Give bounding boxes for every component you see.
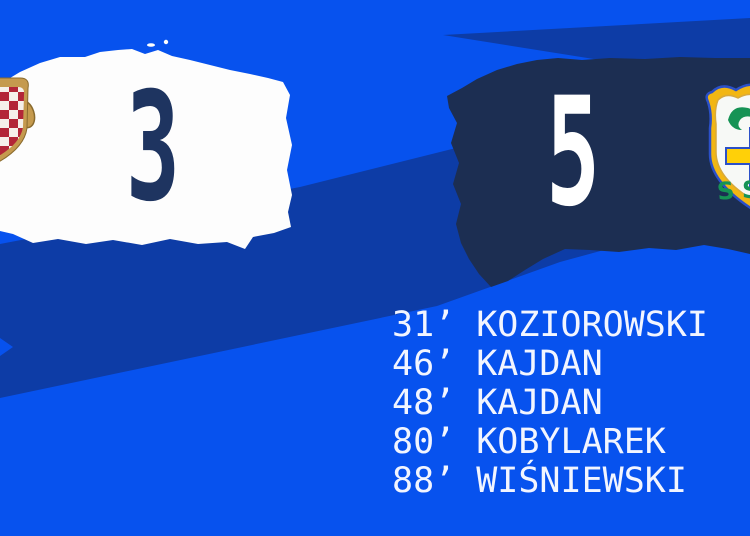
svg-text:S: S xyxy=(742,176,750,204)
stripe-notch xyxy=(0,338,13,356)
scorer-minute: 48’ xyxy=(392,383,456,423)
scorer-player: WIŚNIEWSKI xyxy=(476,461,687,501)
scorer-row: 88’ WIŚNIEWSKI xyxy=(392,462,708,501)
home-score: 3 xyxy=(125,60,181,235)
scorer-player: KOBYLAREK xyxy=(476,422,666,462)
top-right-stripe xyxy=(443,18,750,60)
scorer-player: KAJDAN xyxy=(476,383,603,423)
scorer-minute: 88’ xyxy=(392,461,456,501)
away-score: 5 xyxy=(545,65,601,240)
scorer-row: 80’ KOBYLAREK xyxy=(392,423,708,462)
away-team-crest-icon: S S xyxy=(705,83,750,210)
scorer-player: KAJDAN xyxy=(476,344,603,384)
scorer-minute: 46’ xyxy=(392,344,456,384)
scorer-minute: 31’ xyxy=(392,305,456,345)
scorer-minute: 80’ xyxy=(392,422,456,462)
scorer-player: KOZIOROWSKI xyxy=(476,305,709,345)
scorer-row: 48’ KAJDAN xyxy=(392,384,708,423)
scorer-row: 31’ KOZIOROWSKI xyxy=(392,306,708,345)
scorer-row: 46’ KAJDAN xyxy=(392,345,708,384)
svg-text:S: S xyxy=(716,176,736,206)
away-score-banner xyxy=(447,57,750,287)
home-score-banner xyxy=(0,39,292,249)
away-scorers-list: 31’ KOZIOROWSKI 46’ KAJDAN 48’ KAJDAN 80’ KO… xyxy=(392,306,708,501)
